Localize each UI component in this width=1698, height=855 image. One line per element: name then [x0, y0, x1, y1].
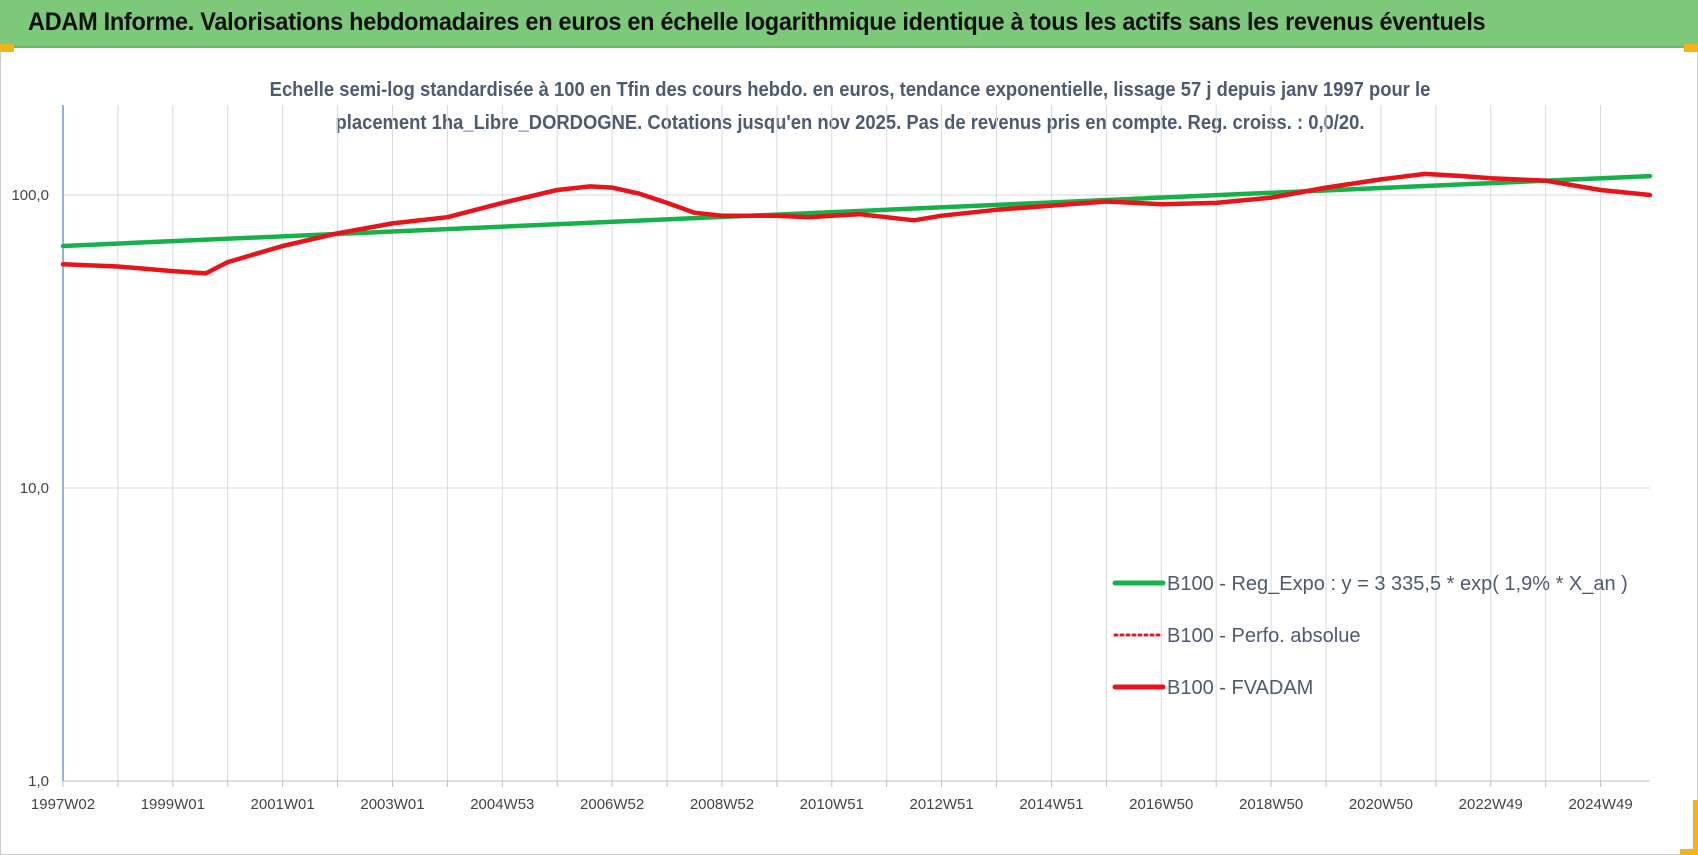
legend-label-3: B100 - FVADAM — [1167, 677, 1313, 699]
corner-accent-top-left — [0, 44, 14, 52]
x-tick-label: 1999W01 — [141, 796, 205, 813]
x-tick-label: 2024W49 — [1568, 796, 1632, 813]
chart-subtitle-line-1: Echelle semi-log standardisée à 100 en T… — [269, 79, 1431, 101]
x-tick-label: 2016W50 — [1129, 796, 1193, 813]
x-tick-label: 2018W50 — [1239, 796, 1303, 813]
legend-label-1: B100 - Reg_Expo : y = 3 335,5 * exp( 1,9… — [1167, 573, 1628, 595]
legend-label-2: B100 - Perfo. absolue — [1167, 625, 1360, 647]
x-tick-label: 2010W51 — [800, 796, 864, 813]
series-line-3 — [60, 171, 1653, 276]
x-tick-label: 2006W52 — [580, 796, 644, 813]
axes: 1,0 10,0 100,0 1997W02 1999W01 2001W01 2003W01… — [11, 105, 1650, 813]
x-tick-label: 2022W49 — [1459, 796, 1523, 813]
x-tick-label: 2012W51 — [910, 796, 974, 813]
x-tick-label: 2020W50 — [1349, 796, 1413, 813]
y-tick-label: 1,0 — [28, 773, 49, 790]
y-tick-label: 100,0 — [11, 187, 49, 204]
x-tick-label: 1997W02 — [31, 796, 95, 813]
series-line-1 — [60, 173, 1653, 249]
x-tick-label: 2004W53 — [470, 796, 534, 813]
series — [60, 171, 1653, 276]
x-tick-label: 2003W01 — [360, 796, 424, 813]
page-title: ADAM Informe. Valorisations hebdomadaire… — [28, 8, 1486, 36]
header-banner: ADAM Informe. Valorisations hebdomadaire… — [0, 0, 1698, 48]
y-tick-label: 10,0 — [20, 480, 49, 497]
legend: B100 - Reg_Expo : y = 3 335,5 * exp( 1,9… — [1112, 573, 1628, 699]
x-tick-label: 2001W01 — [251, 796, 315, 813]
chart-subtitle: Echelle semi-log standardisée à 100 en T… — [252, 74, 1448, 140]
x-tick-label: 2008W52 — [690, 796, 754, 813]
gridlines — [62, 105, 1650, 782]
chart-subtitle-line-2: placement 1ha_Libre_DORDOGNE. Cotations … — [335, 112, 1365, 134]
x-tick-label: 2014W51 — [1019, 796, 1083, 813]
corner-accent-bottom-right — [1693, 800, 1698, 855]
corner-accent-bottom-right-base — [1680, 849, 1698, 855]
corner-accent-top-right — [1684, 44, 1698, 52]
